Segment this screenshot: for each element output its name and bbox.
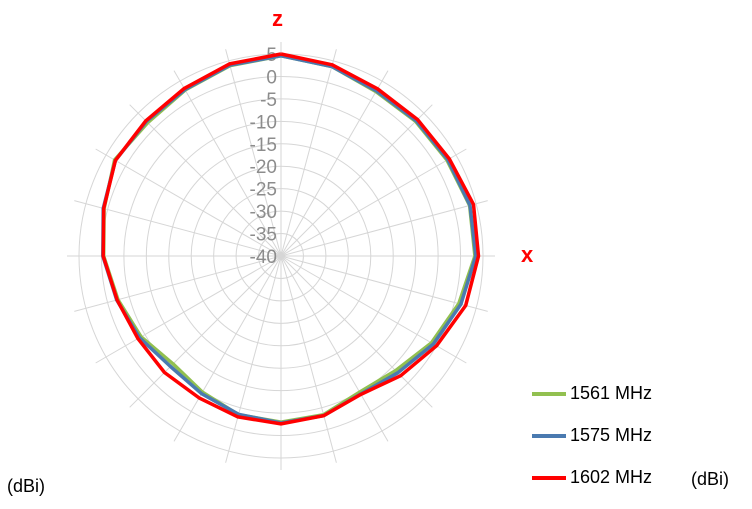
grid-spoke — [280, 255, 389, 442]
grid-spoke — [129, 255, 282, 408]
grid-spoke — [280, 70, 389, 257]
radial-tick-label: -25 — [250, 180, 277, 201]
unit-label-right: (dBi) — [691, 469, 730, 489]
series-lines — [101, 52, 481, 426]
grid-spoke — [280, 255, 337, 463]
grid-spoke — [280, 104, 433, 257]
grid-spoke — [74, 200, 282, 257]
grid-spoke — [225, 255, 282, 463]
radial-tick-labels: 50-5-10-15-20-25-30-35-40 — [250, 45, 277, 268]
radial-tick-label: -5 — [260, 90, 277, 111]
radial-tick-label: 0 — [266, 67, 277, 88]
grid-spoke — [280, 200, 488, 257]
legend-item: 1575 MHz — [532, 425, 652, 446]
grid-spoke — [280, 255, 467, 364]
grid-spoke — [129, 104, 282, 257]
legend: 1561 MHz 1575 MHz 1602 MHz — [532, 383, 652, 509]
polar-grid — [67, 42, 495, 470]
radial-tick-label: -35 — [250, 225, 277, 246]
grid-spoke — [74, 255, 282, 312]
radial-tick-label: -15 — [250, 135, 277, 156]
legend-item: 1561 MHz — [532, 383, 652, 404]
legend-label: 1602 MHz — [570, 467, 653, 487]
legend-swatch — [532, 433, 566, 438]
legend-label: 1561 MHz — [570, 383, 653, 403]
grid-spoke — [280, 255, 488, 312]
axis-label-right: x — [521, 242, 534, 267]
series-line — [101, 52, 481, 426]
grid-spoke — [173, 255, 282, 442]
legend-swatch — [532, 391, 566, 396]
grid-spoke — [95, 255, 282, 364]
legend-swatch — [532, 475, 566, 480]
grid-spoke — [280, 255, 433, 408]
unit-label-left: (dBi) — [7, 476, 46, 496]
radial-tick-label: -20 — [250, 157, 277, 178]
grid-spoke — [95, 148, 282, 257]
radial-tick-label: -30 — [250, 202, 277, 223]
grid-spoke — [280, 148, 467, 257]
grid-spoke — [280, 49, 337, 257]
legend-item: 1602 MHz — [532, 467, 652, 488]
axis-label-top: z — [272, 6, 283, 31]
radial-tick-label: -40 — [250, 247, 277, 268]
grid-spoke — [173, 70, 282, 257]
grid-spoke — [225, 49, 282, 257]
radial-tick-label: -10 — [250, 112, 277, 133]
legend-label: 1575 MHz — [570, 425, 653, 445]
